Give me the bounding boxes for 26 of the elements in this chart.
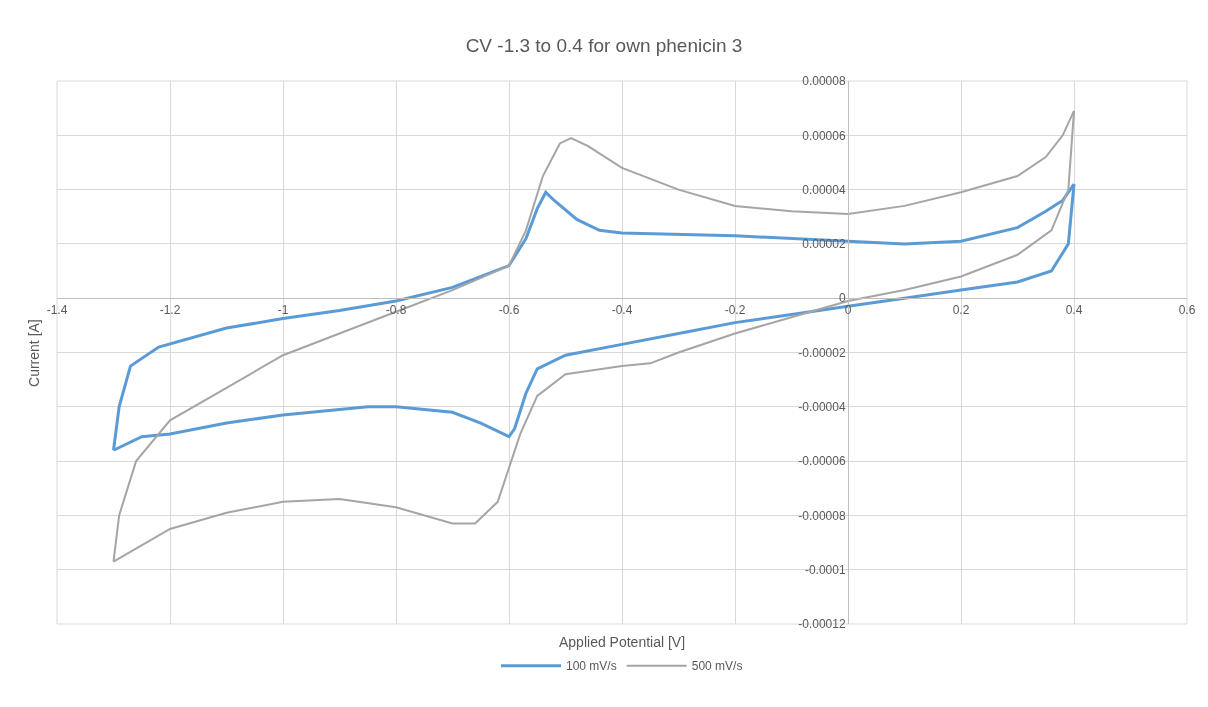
x-tick-label: -1.2 <box>159 302 181 317</box>
y-axis-title: Current [A] <box>25 319 42 387</box>
y-tick-label: 0 <box>838 291 846 306</box>
x-axis-title: Applied Potential [V] <box>559 634 686 650</box>
y-tick-label: 0.00008 <box>802 74 846 89</box>
legend-label: 100 mV/s <box>566 659 617 674</box>
y-tick-label: 0.00004 <box>802 182 846 197</box>
y-tick-label: -0.00008 <box>798 508 846 523</box>
y-tick-label: -0.00004 <box>798 400 846 414</box>
x-tick-label: -1.4 <box>46 302 68 317</box>
y-tick-label: 0.00006 <box>802 128 846 143</box>
x-tick-label: 0.2 <box>952 302 970 317</box>
y-tick-label: -0.0001 <box>804 562 846 577</box>
x-tick-label: -0.4 <box>611 302 633 317</box>
x-tick-label: 0.6 <box>1178 302 1196 317</box>
chart-title: CV -1.3 to 0.4 for own phenicin 3 <box>465 35 743 57</box>
x-tick-label: 0.4 <box>1065 302 1083 317</box>
x-tick-label: -0.6 <box>498 302 520 317</box>
x-tick-label: -1 <box>277 302 289 317</box>
y-tick-label: -0.00006 <box>798 454 846 469</box>
y-tick-label: -0.00012 <box>798 617 846 632</box>
x-tick-label: -0.8 <box>385 302 407 317</box>
x-tick-label: -0.2 <box>724 302 746 317</box>
y-tick-label: -0.00002 <box>798 345 846 360</box>
legend-label: 500 mV/s <box>691 659 743 674</box>
y-tick-label: 0.00002 <box>802 237 846 252</box>
